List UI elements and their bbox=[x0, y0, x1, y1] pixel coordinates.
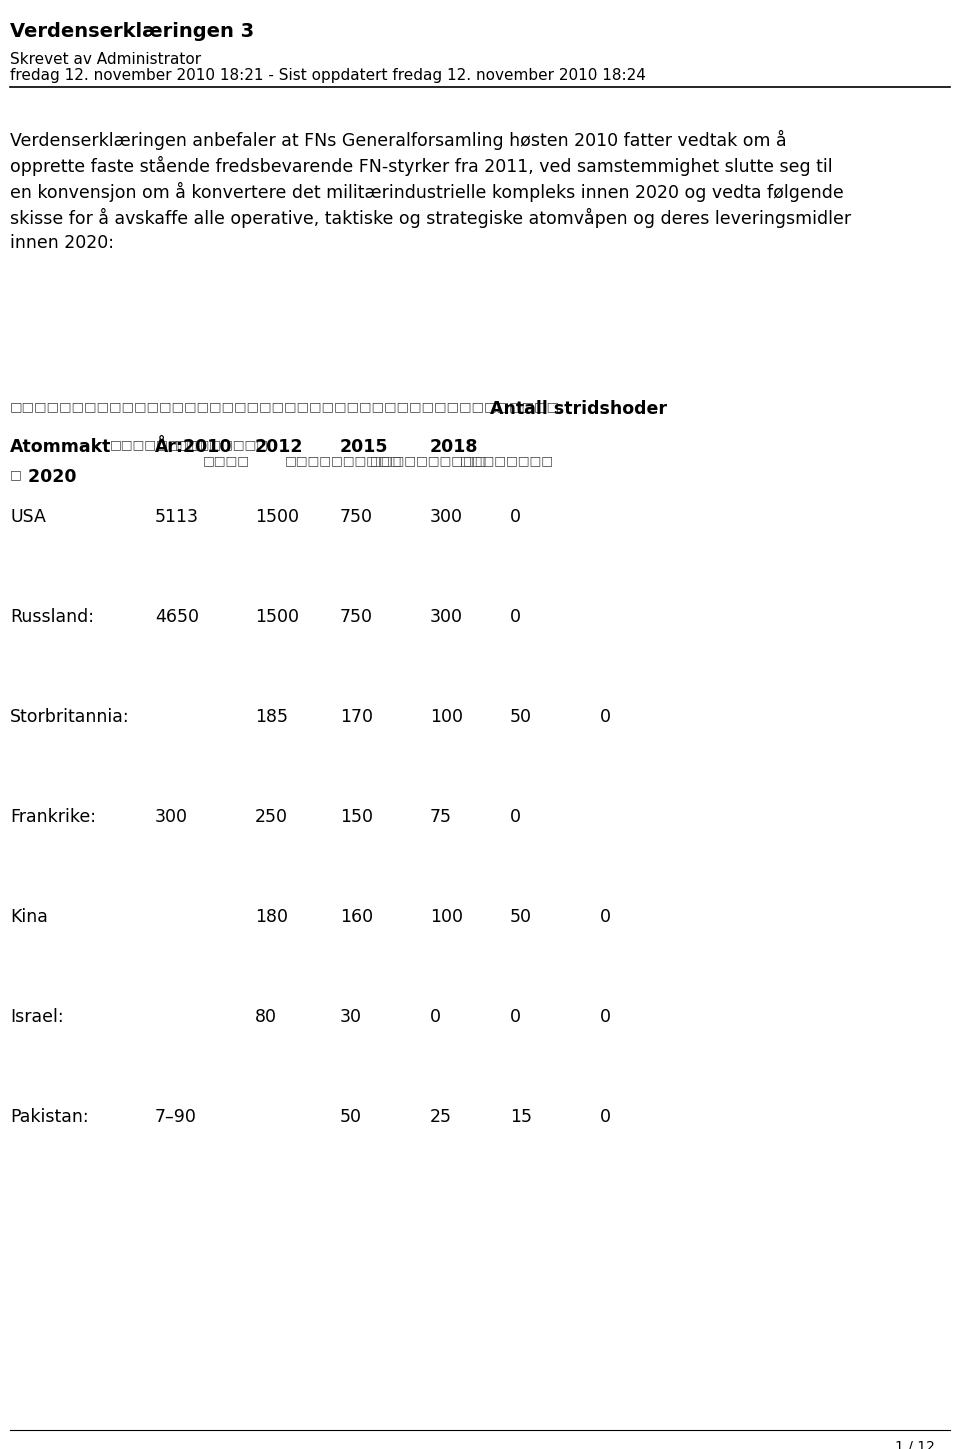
Text: Russland:: Russland: bbox=[10, 609, 94, 626]
Text: □□□□□□□□: □□□□□□□□ bbox=[460, 454, 554, 467]
Text: 1500: 1500 bbox=[255, 509, 299, 526]
Text: 2015: 2015 bbox=[340, 438, 389, 456]
Text: 0: 0 bbox=[510, 609, 521, 626]
Text: □□□□□□□□: □□□□□□□□ bbox=[110, 438, 204, 451]
Text: 300: 300 bbox=[430, 509, 463, 526]
Text: 300: 300 bbox=[155, 809, 188, 826]
Text: 50: 50 bbox=[510, 909, 532, 926]
Text: 180: 180 bbox=[255, 909, 288, 926]
Text: 0: 0 bbox=[510, 509, 521, 526]
Text: 100: 100 bbox=[430, 909, 463, 926]
Text: Kina: Kina bbox=[10, 909, 48, 926]
Text: Verdenserklæringen 3: Verdenserklæringen 3 bbox=[10, 22, 254, 41]
Text: Storbritannia:: Storbritannia: bbox=[10, 709, 130, 726]
Text: 2020: 2020 bbox=[22, 468, 77, 485]
Text: □□□□□□□□□□□□□□□□□□□□□□□□□□□□□□□□□□□□□□□□□□□□: □□□□□□□□□□□□□□□□□□□□□□□□□□□□□□□□□□□□□□□□… bbox=[10, 400, 560, 413]
Text: 5113: 5113 bbox=[155, 509, 199, 526]
Text: 160: 160 bbox=[340, 909, 373, 926]
Text: opprette faste stående fredsbevarende FN-styrker fra 2011, ved samstemmighet slu: opprette faste stående fredsbevarende FN… bbox=[10, 156, 832, 177]
Text: □□□□□□□□: □□□□□□□□ bbox=[175, 438, 269, 451]
Text: År:2010: År:2010 bbox=[155, 438, 232, 456]
Text: en konvensjon om å konvertere det militærindustrielle kompleks innen 2020 og ved: en konvensjon om å konvertere det militæ… bbox=[10, 183, 844, 201]
Text: 1 / 12: 1 / 12 bbox=[895, 1440, 935, 1449]
Text: □: □ bbox=[10, 468, 22, 481]
Text: 2012: 2012 bbox=[255, 438, 303, 456]
Text: innen 2020:: innen 2020: bbox=[10, 233, 114, 252]
Text: 250: 250 bbox=[255, 809, 288, 826]
Text: 7–90: 7–90 bbox=[155, 1108, 197, 1126]
Text: Frankrike:: Frankrike: bbox=[10, 809, 96, 826]
Text: 185: 185 bbox=[255, 709, 288, 726]
Text: 0: 0 bbox=[600, 709, 611, 726]
Text: 100: 100 bbox=[430, 709, 463, 726]
Text: 0: 0 bbox=[430, 1009, 441, 1026]
Text: 0: 0 bbox=[600, 1009, 611, 1026]
Text: 0: 0 bbox=[510, 809, 521, 826]
Text: 1500: 1500 bbox=[255, 609, 299, 626]
Text: 75: 75 bbox=[430, 809, 452, 826]
Text: □□□□□□□□□□: □□□□□□□□□□ bbox=[370, 454, 488, 467]
Text: 300: 300 bbox=[430, 609, 463, 626]
Text: 170: 170 bbox=[340, 709, 373, 726]
Text: 30: 30 bbox=[340, 1009, 362, 1026]
Text: 2018: 2018 bbox=[430, 438, 478, 456]
Text: 25: 25 bbox=[430, 1108, 452, 1126]
Text: 0: 0 bbox=[510, 1009, 521, 1026]
Text: Antall stridshoder: Antall stridshoder bbox=[490, 400, 667, 417]
Text: skisse for å avskaffe alle operative, taktiske og strategiske atomvåpen og deres: skisse for å avskaffe alle operative, ta… bbox=[10, 209, 852, 227]
Text: □□□□: □□□□ bbox=[203, 454, 250, 467]
Text: 0: 0 bbox=[600, 909, 611, 926]
Text: Skrevet av Administrator: Skrevet av Administrator bbox=[10, 52, 202, 67]
Text: 150: 150 bbox=[340, 809, 373, 826]
Text: Verdenserklæringen anbefaler at FNs Generalforsamling høsten 2010 fatter vedtak : Verdenserklæringen anbefaler at FNs Gene… bbox=[10, 130, 786, 151]
Text: 750: 750 bbox=[340, 509, 373, 526]
Text: 15: 15 bbox=[510, 1108, 532, 1126]
Text: 50: 50 bbox=[340, 1108, 362, 1126]
Text: fredag 12. november 2010 18:21 - Sist oppdatert fredag 12. november 2010 18:24: fredag 12. november 2010 18:21 - Sist op… bbox=[10, 68, 646, 83]
Text: Atommakt: Atommakt bbox=[10, 438, 111, 456]
Text: 80: 80 bbox=[255, 1009, 277, 1026]
Text: □□□□□□□□□□: □□□□□□□□□□ bbox=[285, 454, 402, 467]
Text: Israel:: Israel: bbox=[10, 1009, 63, 1026]
Text: 50: 50 bbox=[510, 709, 532, 726]
Text: Pakistan:: Pakistan: bbox=[10, 1108, 88, 1126]
Text: 4650: 4650 bbox=[155, 609, 199, 626]
Text: 750: 750 bbox=[340, 609, 373, 626]
Text: USA: USA bbox=[10, 509, 46, 526]
Text: 0: 0 bbox=[600, 1108, 611, 1126]
